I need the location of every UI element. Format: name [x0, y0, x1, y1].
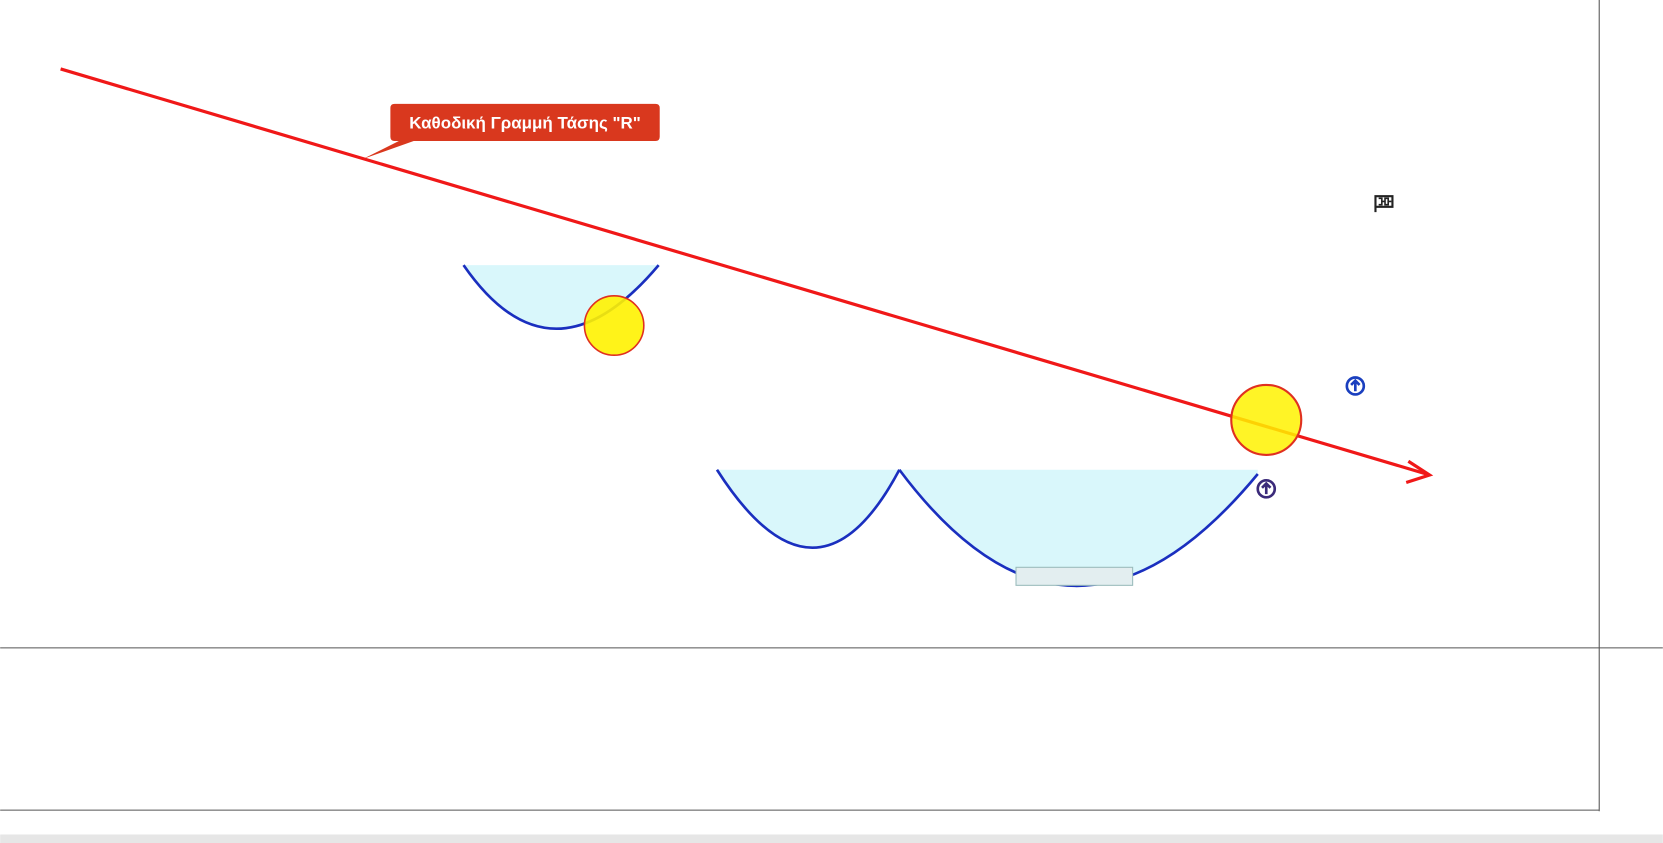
arrow-up-glyph	[1261, 481, 1272, 495]
cup-curve	[462, 264, 660, 330]
cup-fill	[716, 469, 900, 548]
trend-line	[60, 67, 1427, 476]
highlight-circle	[1230, 383, 1303, 456]
flag-pattern	[1378, 197, 1392, 206]
cup-curve	[715, 469, 901, 550]
trend-label: Καθοδική Γραμμή Τάσης "R"	[409, 114, 641, 133]
base-box	[1015, 566, 1134, 586]
arrow-up-glyph	[1350, 378, 1361, 392]
annotation-layer: Καθοδική Γραμμή Τάσης "R"	[60, 67, 1434, 499]
bottom-strip	[0, 834, 1663, 843]
highlight-circle	[583, 295, 645, 357]
cup-fill	[463, 265, 659, 329]
pattern-layer	[462, 264, 1259, 588]
trend-label-box	[362, 103, 660, 160]
trend-arrow	[1405, 459, 1434, 484]
